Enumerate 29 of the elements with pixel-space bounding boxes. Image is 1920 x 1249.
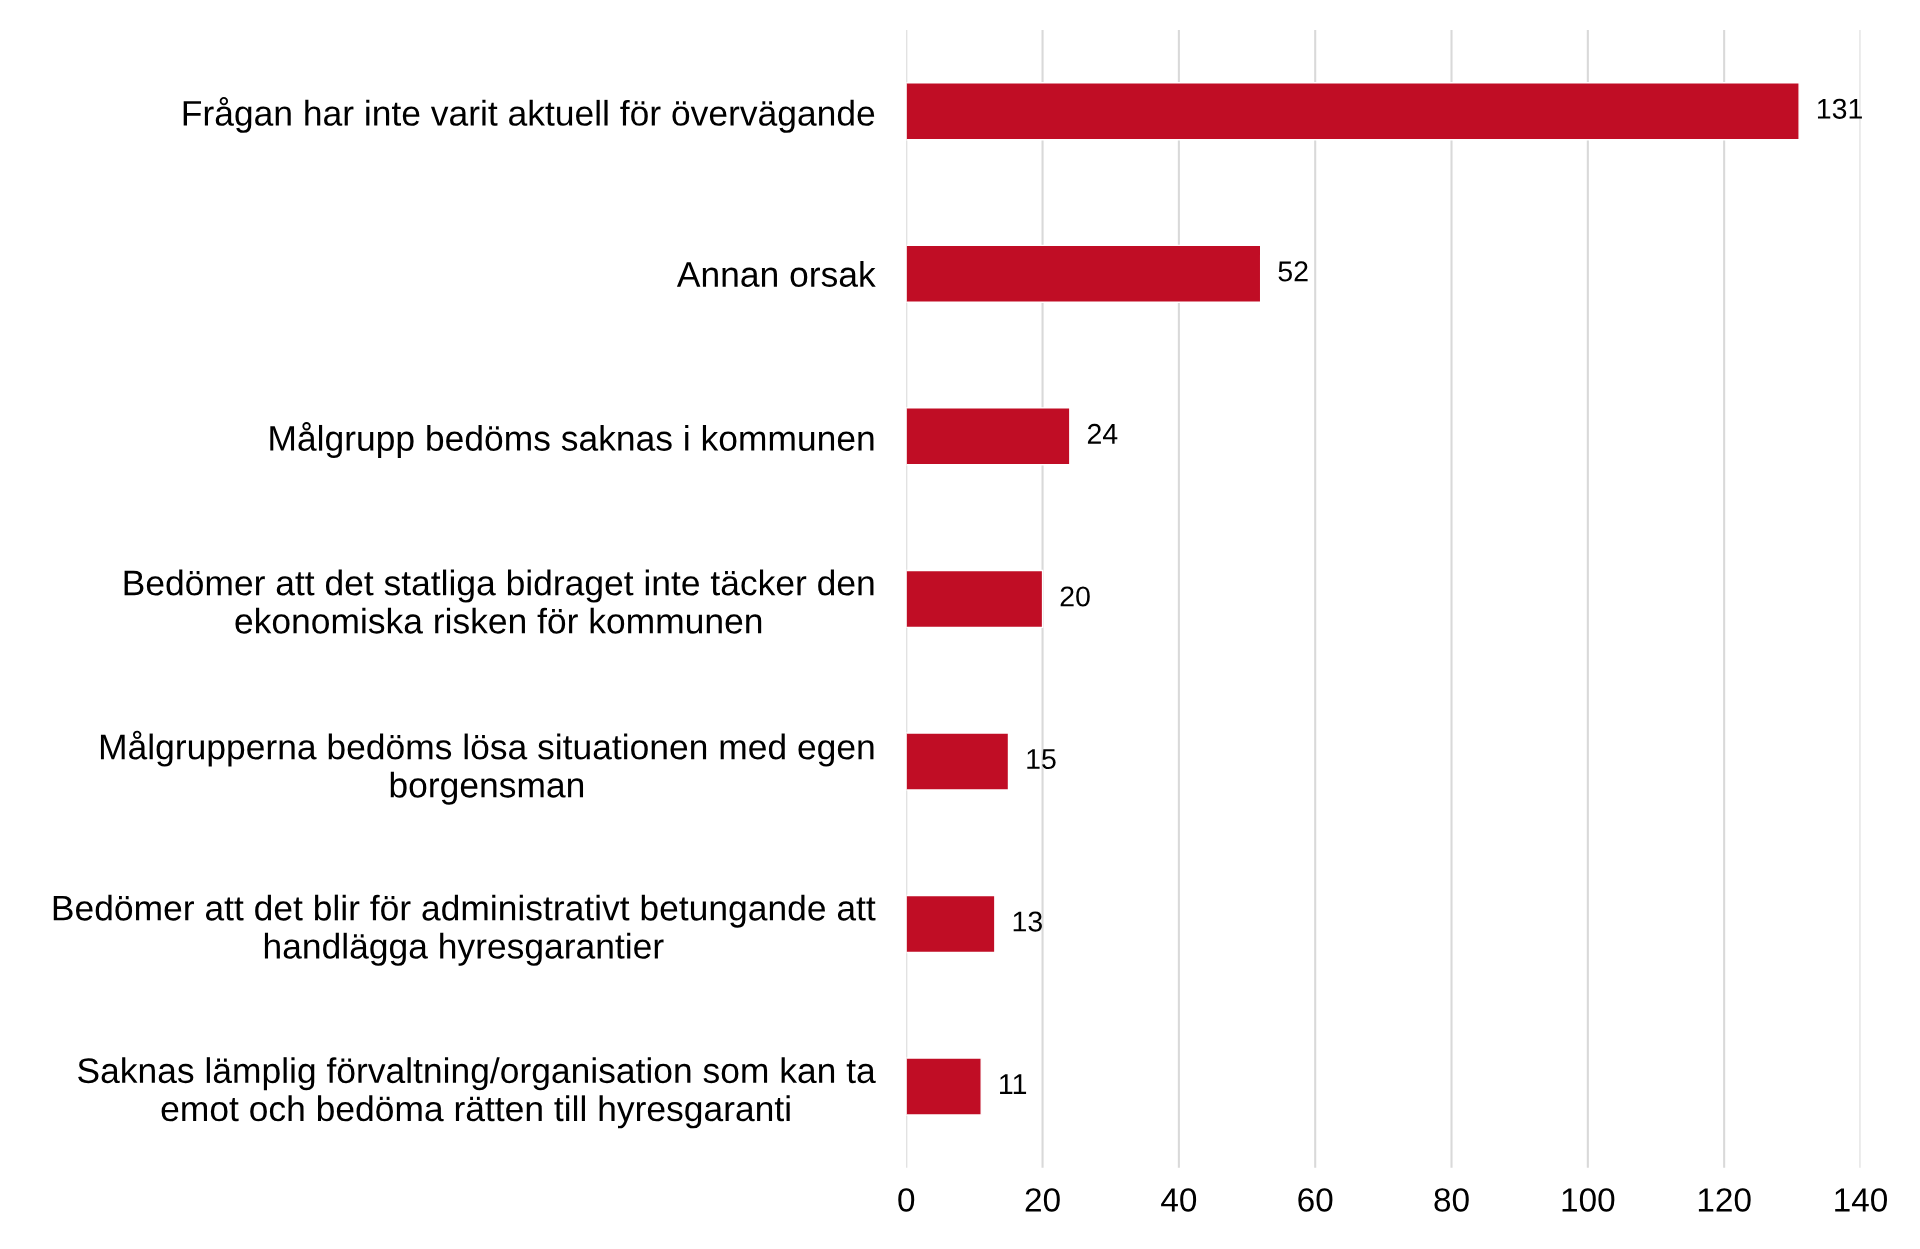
data-label: 131: [1817, 98, 1862, 119]
bar: [906, 407, 1071, 466]
x-tick-label: 140: [1835, 1188, 1887, 1212]
bar: [906, 1057, 982, 1116]
y-tick-label: Målgrupp bedöms saknas i kommunen: [270, 422, 874, 458]
x-tick-label: 100: [1562, 1188, 1615, 1212]
bar: [906, 732, 1010, 791]
bar: [906, 82, 1800, 141]
x-tick-label: 0: [898, 1188, 915, 1212]
y-tick-label: Bedömer att det statliga bidraget inte täcker den ekonomiska risken för kommunen: [124, 569, 874, 634]
data-label: 11: [1000, 1074, 1027, 1094]
data-label: 52: [1278, 261, 1308, 282]
y-tick-label: Annan orsak: [676, 260, 876, 287]
data-label: 15: [1027, 749, 1056, 770]
y-tick-label: Saknas lämplig förvaltning/organisation som kan ta emot och bedöma rätten till hyresgaranti: [78, 1057, 876, 1129]
y-tick-label: Målgrupperna bedöms lösa situationen med egen borgensman: [100, 730, 874, 805]
y-tick-label: Bedömer att det blir för administrativt betungande att handlägga hyresgarantier: [53, 894, 876, 966]
x-tick-label: 20: [1025, 1188, 1060, 1212]
y-tick-label: Frågan har inte varit aktuell för övervägande: [183, 96, 875, 133]
bar: [906, 894, 996, 954]
x-tick-label: 60: [1298, 1188, 1333, 1212]
x-tick-label: 40: [1161, 1188, 1197, 1212]
data-label: 20: [1060, 586, 1090, 607]
x-tick-label: 120: [1698, 1188, 1751, 1212]
data-label: 24: [1087, 423, 1118, 444]
x-tick-label: 80: [1434, 1188, 1469, 1212]
bar: [906, 569, 1044, 629]
bar: [906, 244, 1262, 303]
data-label: 13: [1013, 911, 1042, 932]
